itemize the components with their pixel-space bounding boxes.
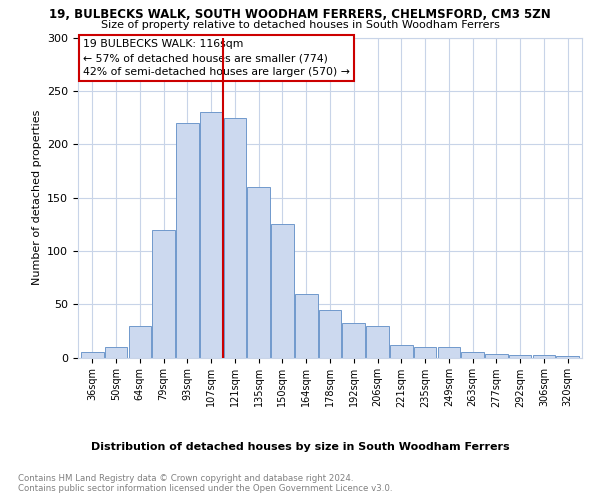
Bar <box>224 118 246 358</box>
Text: Contains public sector information licensed under the Open Government Licence v3: Contains public sector information licen… <box>18 484 392 493</box>
Bar <box>295 294 317 358</box>
Bar <box>390 344 413 358</box>
Bar <box>152 230 175 358</box>
Bar <box>343 324 365 358</box>
Bar <box>176 123 199 358</box>
Bar <box>247 187 270 358</box>
Bar <box>200 112 223 358</box>
Bar <box>105 347 127 358</box>
Bar <box>414 347 436 358</box>
Bar <box>437 347 460 358</box>
Text: 19, BULBECKS WALK, SOUTH WOODHAM FERRERS, CHELMSFORD, CM3 5ZN: 19, BULBECKS WALK, SOUTH WOODHAM FERRERS… <box>49 8 551 20</box>
Bar <box>533 356 555 358</box>
Bar <box>81 352 104 358</box>
Text: 19 BULBECKS WALK: 116sqm
← 57% of detached houses are smaller (774)
42% of semi-: 19 BULBECKS WALK: 116sqm ← 57% of detach… <box>83 39 350 77</box>
Bar <box>509 356 532 358</box>
Y-axis label: Number of detached properties: Number of detached properties <box>32 110 41 285</box>
Bar <box>366 326 389 358</box>
Text: Distribution of detached houses by size in South Woodham Ferrers: Distribution of detached houses by size … <box>91 442 509 452</box>
Bar <box>128 326 151 358</box>
Bar <box>461 352 484 358</box>
Text: Contains HM Land Registry data © Crown copyright and database right 2024.: Contains HM Land Registry data © Crown c… <box>18 474 353 483</box>
Text: Size of property relative to detached houses in South Woodham Ferrers: Size of property relative to detached ho… <box>101 20 499 30</box>
Bar <box>485 354 508 358</box>
Bar <box>271 224 294 358</box>
Bar <box>319 310 341 358</box>
Bar <box>556 356 579 358</box>
